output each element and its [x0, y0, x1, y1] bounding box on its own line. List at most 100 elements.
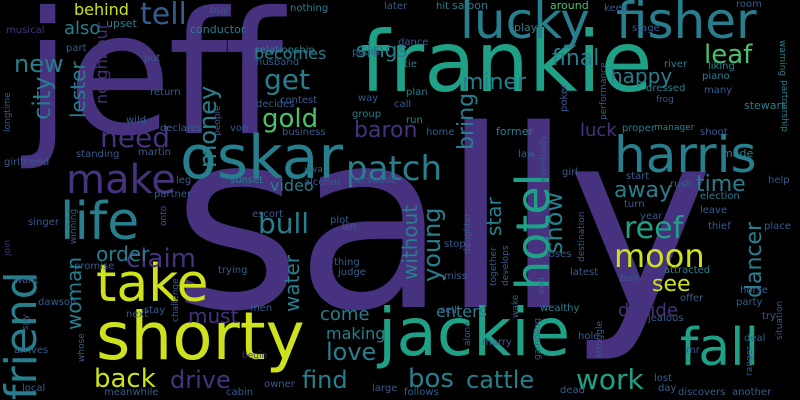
word-bos: bos [408, 364, 454, 394]
word-alone: alone [463, 321, 473, 346]
word-dance: dance [398, 37, 429, 48]
word-trying: trying [218, 265, 248, 276]
word-former: former [496, 125, 533, 138]
word-tell: tell [140, 0, 187, 32]
word-leaf: leaf [704, 40, 753, 70]
word-discovers: discovers [678, 387, 726, 398]
word-need: need [100, 121, 170, 154]
word-jackie: jackie [378, 294, 571, 371]
word-situation: situation [775, 300, 785, 340]
word-place: place [764, 221, 791, 232]
word-around: around [550, 0, 589, 12]
word-made: made [722, 147, 754, 160]
word-water: water [280, 255, 304, 312]
word-girl: girl [562, 167, 579, 178]
word-promise: promise [74, 261, 115, 272]
word-oskar: oskar [180, 123, 344, 193]
word-home: home [426, 127, 455, 138]
word-call: call [394, 99, 412, 110]
word-run: run [406, 115, 423, 126]
word-proper: proper [622, 123, 655, 134]
word-plan: plan [406, 87, 428, 98]
word-local: local [22, 383, 46, 394]
word-singer: singer [28, 217, 59, 228]
word-tie: tie [404, 59, 417, 70]
word-stop: stop [444, 239, 466, 250]
word-escort: escort [252, 209, 284, 220]
word-world: world [43, 105, 53, 130]
word-stay: stay [144, 305, 166, 316]
word-decides: decides [256, 99, 295, 110]
word-upset: upset [106, 17, 137, 30]
word-back: back [94, 364, 156, 394]
word-begin: begin [242, 351, 268, 361]
word-sunset: sunset [230, 175, 264, 186]
word-miss: miss [444, 271, 467, 282]
word-fisher: fisher [616, 0, 757, 50]
word-judge: judge [338, 267, 366, 278]
word-alcohol: alcohol [304, 177, 340, 188]
word-cattle: cattle [466, 366, 535, 394]
word-river: river [664, 59, 688, 70]
word-whose: whose [77, 333, 87, 362]
word-saloon: saloon [452, 0, 488, 12]
word-dawson: dawson [38, 297, 77, 308]
word-make: make [66, 157, 176, 203]
word-return: return [150, 87, 181, 98]
word-frankie: frankie [360, 13, 653, 111]
word-lucky: lucky [460, 0, 590, 50]
word-bring: bring [454, 92, 479, 150]
word-stewart: stewart [744, 99, 786, 112]
word-next: next [126, 309, 149, 320]
word-later: later [384, 1, 408, 12]
word-love: love [326, 338, 377, 366]
word-standing: standing [76, 149, 120, 160]
word-lester: lester [66, 61, 90, 118]
word-show: show [540, 191, 568, 254]
word-get: get [264, 63, 310, 96]
word-time: time [696, 172, 746, 197]
word-lost: lost [654, 373, 673, 384]
word-eventually: eventually [539, 134, 549, 182]
word-find: find [302, 366, 348, 394]
word-hole: hole [578, 331, 600, 342]
word-deal: deal [744, 333, 766, 344]
word-business: business [282, 127, 326, 138]
word-wild: wild [126, 115, 147, 126]
word-miner: miner [462, 70, 527, 95]
word-without: without [398, 204, 422, 280]
word-keep: keep [604, 3, 629, 14]
word-law: law [518, 149, 536, 160]
word-happy: happy [610, 64, 673, 88]
word-fall: fall [680, 318, 760, 378]
word-friend: friend [0, 271, 47, 400]
word-jealous: jealous [648, 313, 684, 324]
word-spy: spy [21, 314, 31, 330]
word-another: another [732, 387, 772, 398]
word-dressed: dressed [646, 83, 686, 94]
word-try: try [762, 311, 776, 322]
word-room: room [736, 0, 762, 10]
word-patch: patch [346, 149, 442, 189]
word-wake: wake [511, 294, 521, 318]
word-challenge: challenge [171, 278, 181, 322]
word-video: video [270, 176, 314, 195]
word-reef: reef [624, 211, 684, 246]
word-husband: husband [256, 57, 300, 68]
word-performance: performance [599, 62, 609, 120]
word-help: help [768, 175, 790, 186]
word-group: group [352, 109, 382, 120]
word-thing: thing [334, 257, 360, 268]
word-jeff: jeff [24, 0, 284, 174]
word-frog: frog [656, 95, 674, 105]
word-start: start [626, 171, 650, 182]
word-latest: latest [570, 267, 599, 278]
word-turn: turn [624, 199, 645, 210]
word-behind: behind [74, 0, 129, 19]
word-winning: winning [69, 208, 79, 244]
word-plot: plot [330, 215, 350, 226]
word-work: work [576, 363, 644, 396]
word-nothing: nothing [290, 3, 329, 14]
word-partnership: partnership [779, 80, 789, 133]
